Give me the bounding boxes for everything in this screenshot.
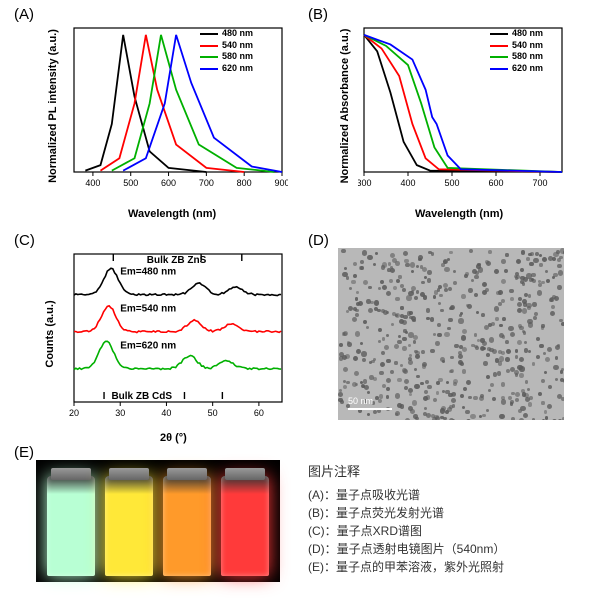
chart-a: 400 500 600 700 800 900 xyxy=(68,22,288,190)
svg-text:Em=620 nm: Em=620 nm xyxy=(120,340,176,351)
chart-b-legend: 480 nm540 nm580 nm620 nm xyxy=(490,28,543,75)
svg-text:40: 40 xyxy=(161,408,171,418)
caption-block: 图片注释 (A)：量子点吸收光谱 (B)：量子点荧光发射光谱 (C)：量子点XR… xyxy=(308,462,505,576)
chart-a-xlabel: Wavelength (nm) xyxy=(128,208,216,220)
svg-text:400: 400 xyxy=(85,178,100,188)
svg-text:Bulk ZB CdS: Bulk ZB CdS xyxy=(111,391,172,402)
caption-line: (D)：量子点透射电镜图片（540nm） xyxy=(308,540,505,558)
tem-scalebar-label: 50 nm xyxy=(348,396,373,406)
svg-text:300: 300 xyxy=(358,178,372,188)
chart-c-xlabel: 2θ (°) xyxy=(160,432,187,444)
vial xyxy=(163,476,211,576)
svg-text:900: 900 xyxy=(274,178,288,188)
svg-text:600: 600 xyxy=(488,178,503,188)
svg-text:500: 500 xyxy=(444,178,459,188)
panel-c-label: (C) xyxy=(14,232,35,249)
tem-image: 50 nm xyxy=(338,248,564,420)
chart-a-ylabel: Normalized PL intensity (a.u.) xyxy=(47,21,59,191)
svg-text:500: 500 xyxy=(123,178,138,188)
svg-text:700: 700 xyxy=(199,178,214,188)
chart-a-legend: 480 nm540 nm580 nm620 nm xyxy=(200,28,253,75)
chart-c-ylabel: Counts (a.u.) xyxy=(44,274,56,394)
chart-b-xlabel: Wavelength (nm) xyxy=(415,208,503,220)
chart-b-ylabel: Normalized Absorbance (a.u.) xyxy=(339,21,351,191)
caption-line: (B)：量子点荧光发射光谱 xyxy=(308,504,505,522)
svg-text:700: 700 xyxy=(532,178,547,188)
svg-text:Em=480 nm: Em=480 nm xyxy=(120,266,176,277)
svg-text:Bulk ZB ZnS: Bulk ZB ZnS xyxy=(147,255,207,266)
svg-text:20: 20 xyxy=(69,408,79,418)
caption-title: 图片注释 xyxy=(308,462,505,482)
svg-text:Em=540 nm: Em=540 nm xyxy=(120,303,176,314)
svg-text:60: 60 xyxy=(254,408,264,418)
svg-text:800: 800 xyxy=(237,178,252,188)
vials-photo xyxy=(36,460,280,582)
panel-d-label: (D) xyxy=(308,232,329,249)
svg-text:50: 50 xyxy=(208,408,218,418)
panel-b-label: (B) xyxy=(308,6,328,23)
caption-line: (C)：量子点XRD谱图 xyxy=(308,522,505,540)
panel-e-label: (E) xyxy=(14,444,34,461)
vial xyxy=(47,476,95,576)
vial xyxy=(221,476,269,576)
vial xyxy=(105,476,153,576)
chart-c: 20 30 40 50 60 Bulk ZB ZnS Bulk ZB CdS Em=480 n… xyxy=(68,248,288,420)
caption-line: (E)：量子点的甲苯溶液，紫外光照射 xyxy=(308,558,505,576)
svg-text:30: 30 xyxy=(115,408,125,418)
svg-text:400: 400 xyxy=(400,178,415,188)
panel-a-label: (A) xyxy=(14,6,34,23)
svg-text:600: 600 xyxy=(161,178,176,188)
caption-line: (A)：量子点吸收光谱 xyxy=(308,486,505,504)
